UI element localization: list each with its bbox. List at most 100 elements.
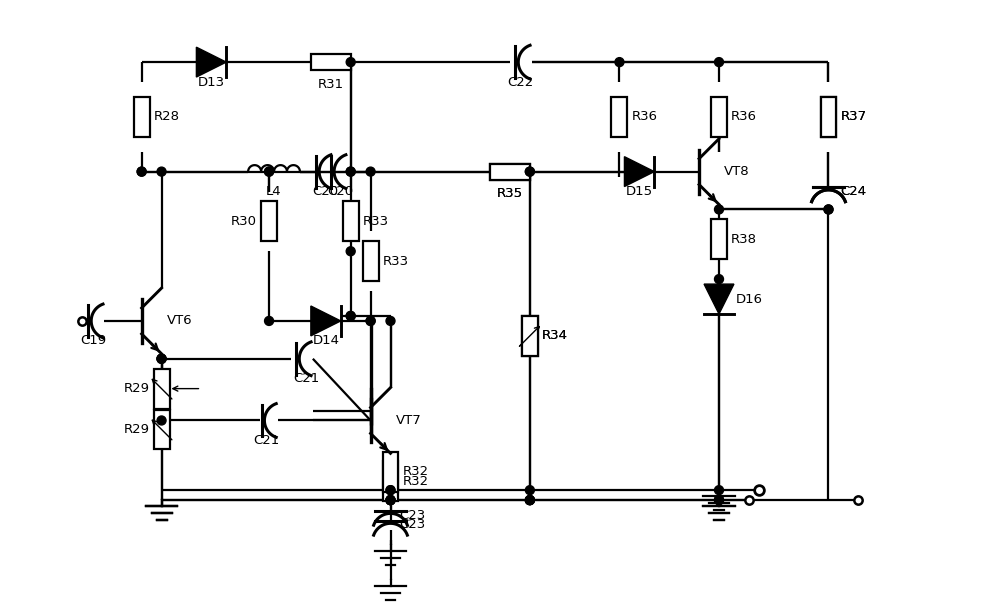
Circle shape (265, 167, 274, 176)
Circle shape (346, 312, 355, 320)
Circle shape (386, 496, 395, 505)
Text: L4: L4 (266, 185, 282, 198)
Bar (154, 368, 170, 409)
Circle shape (157, 354, 166, 363)
Circle shape (157, 354, 166, 363)
Bar (821, 97, 836, 137)
Text: VT7: VT7 (395, 414, 421, 427)
Text: D15: D15 (626, 185, 653, 198)
Circle shape (265, 316, 274, 326)
Circle shape (386, 486, 395, 495)
Circle shape (525, 496, 534, 505)
Bar (711, 97, 727, 137)
Text: R37: R37 (840, 111, 866, 123)
Text: R34: R34 (542, 329, 568, 342)
Text: R37: R37 (840, 111, 866, 123)
Circle shape (525, 496, 534, 505)
Text: D13: D13 (198, 76, 225, 89)
Text: R35: R35 (497, 187, 523, 200)
Circle shape (386, 496, 395, 505)
Text: R32: R32 (402, 475, 428, 488)
Bar (154, 409, 170, 449)
Text: R28: R28 (154, 111, 180, 123)
Circle shape (265, 167, 274, 176)
Text: R29: R29 (124, 423, 150, 436)
Text: C24: C24 (840, 185, 866, 198)
Text: R31: R31 (318, 78, 344, 90)
Circle shape (715, 496, 723, 505)
Circle shape (715, 57, 723, 67)
Text: C23: C23 (399, 519, 426, 532)
Circle shape (525, 496, 534, 505)
Bar (611, 97, 627, 137)
Circle shape (525, 167, 534, 176)
Circle shape (366, 316, 375, 326)
Circle shape (525, 496, 534, 505)
Text: C20: C20 (328, 185, 354, 198)
Circle shape (824, 205, 833, 214)
Text: C24: C24 (840, 185, 866, 198)
Circle shape (157, 354, 166, 363)
Text: R30: R30 (231, 215, 257, 228)
Bar (134, 97, 150, 137)
Circle shape (157, 167, 166, 176)
Text: C22: C22 (507, 76, 533, 89)
Circle shape (525, 167, 534, 176)
Text: VT8: VT8 (724, 165, 750, 178)
Circle shape (715, 486, 723, 495)
Text: C21: C21 (253, 434, 279, 447)
Text: R33: R33 (363, 215, 389, 228)
Circle shape (366, 167, 375, 176)
Text: R34: R34 (542, 329, 568, 342)
Bar (383, 461, 398, 501)
Circle shape (346, 167, 355, 176)
Text: R38: R38 (731, 233, 757, 246)
Bar (522, 316, 538, 356)
Polygon shape (196, 47, 226, 77)
Circle shape (525, 486, 534, 495)
Bar (363, 241, 379, 281)
Bar (383, 452, 398, 492)
Circle shape (715, 496, 723, 505)
Circle shape (346, 247, 355, 256)
Circle shape (715, 274, 723, 284)
Bar (343, 202, 359, 241)
Circle shape (386, 496, 395, 505)
Bar (490, 164, 530, 180)
Text: C20: C20 (313, 185, 339, 198)
Text: R35: R35 (497, 187, 523, 200)
Circle shape (715, 205, 723, 214)
Circle shape (137, 167, 146, 176)
Polygon shape (311, 306, 341, 336)
Bar (821, 97, 836, 137)
Text: VT6: VT6 (167, 315, 192, 327)
Text: C23: C23 (399, 508, 426, 522)
Bar (261, 202, 277, 241)
Text: D16: D16 (735, 293, 762, 306)
Polygon shape (624, 156, 654, 186)
Bar (522, 316, 538, 356)
Circle shape (346, 57, 355, 67)
Circle shape (157, 416, 166, 425)
Circle shape (386, 316, 395, 326)
Circle shape (137, 167, 146, 176)
Text: R32: R32 (402, 465, 428, 478)
Circle shape (615, 57, 624, 67)
Text: C19: C19 (80, 334, 106, 347)
Circle shape (824, 205, 833, 214)
Circle shape (346, 312, 355, 320)
Text: R29: R29 (124, 382, 150, 395)
Circle shape (366, 316, 375, 326)
Text: D14: D14 (312, 334, 339, 347)
Text: R36: R36 (731, 111, 757, 123)
Text: R36: R36 (631, 111, 657, 123)
Circle shape (346, 167, 355, 176)
Bar (490, 164, 530, 180)
Bar (311, 54, 351, 70)
Circle shape (386, 486, 395, 495)
Text: R33: R33 (382, 255, 409, 268)
Circle shape (715, 496, 723, 505)
Polygon shape (704, 284, 734, 314)
Text: C21: C21 (293, 372, 319, 385)
Bar (711, 219, 727, 259)
